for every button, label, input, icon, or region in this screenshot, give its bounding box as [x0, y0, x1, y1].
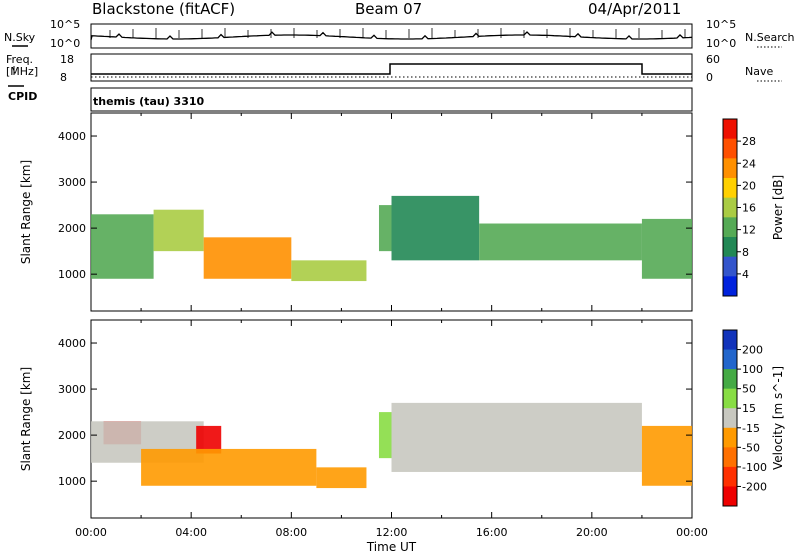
y-tick-label: 1000 [58, 268, 86, 281]
colorbar-segment [723, 276, 737, 297]
panel-velocity: 1000 2000 3000 4000 Slant Range [km] 200 100 50… [19, 319, 785, 554]
data-region [203, 237, 292, 279]
colorbar-tick-label: 16 [742, 202, 756, 215]
x-tick-label: 20:00 [576, 526, 608, 539]
freq-tick-low: 8 [60, 71, 67, 84]
colorbar-tick-label: 28 [742, 135, 756, 148]
colorbar: 4 8 12 16 20 24 28 Power [dB] [722, 118, 785, 297]
freq-panel-frame [90, 53, 693, 82]
colorbar-tick-label: 20 [742, 179, 756, 192]
colorbar-tick-label: 4 [742, 268, 749, 281]
y-tick-label: 4000 [58, 337, 86, 350]
data-region [316, 467, 367, 489]
data-region [153, 209, 204, 252]
colorbar-frame [722, 329, 738, 507]
nsky-tick-low: 10^0 [50, 37, 81, 50]
colorbar-segment [723, 237, 737, 258]
colorbar-tick-label: -200 [742, 480, 767, 493]
colorbar-segment [723, 427, 737, 448]
y-axis-label: Slant Range [km] [19, 160, 33, 264]
y-tick-label: 3000 [58, 383, 86, 396]
nsky-label: N.Sky [4, 31, 36, 44]
y-tick-label: 1000 [58, 475, 86, 488]
colorbar-segment [723, 217, 737, 238]
colorbar-label: Velocity [m s^-1] [771, 366, 785, 470]
nsearch-tick-high: 10^5 [706, 18, 737, 31]
nsearch-label: N.Search [745, 31, 795, 44]
data-region [141, 448, 317, 486]
x-axis-label: Time UT [366, 540, 417, 554]
y-tick-label: 3000 [58, 176, 86, 189]
x-tick-label: 12:00 [376, 526, 408, 539]
x-tick-label: 16:00 [476, 526, 508, 539]
noise-panel-frame [90, 23, 693, 49]
colorbar-tick-label: -50 [742, 441, 760, 454]
panel-power: 1000 2000 3000 4000 Slant Range [km] 4 8 12 16 20… [19, 112, 785, 312]
nave-tick-low: 0 [706, 71, 713, 84]
colorbar-tick-label: 100 [742, 363, 763, 376]
nave-tick-high: 60 [706, 53, 720, 66]
colorbar-tick-label: -100 [742, 461, 767, 474]
colorbar-tick-label: 12 [742, 224, 756, 237]
noise-traces [90, 28, 693, 41]
colorbar-segment [723, 256, 737, 277]
colorbar-tick-label: 24 [742, 157, 756, 170]
date-title: 04/Apr/2011 [588, 0, 682, 18]
y-axis-label: Slant Range [km] [19, 367, 33, 471]
colorbar-segment [723, 486, 737, 507]
data-region [391, 402, 642, 472]
x-tick-label: 00:00 [676, 526, 708, 539]
colorbar-segment [723, 178, 737, 199]
x-tick-label: 04:00 [175, 526, 207, 539]
nsearch-tick-low: 10^0 [706, 37, 737, 50]
colorbar-segment [723, 466, 737, 487]
data-region [641, 425, 692, 486]
colorbar-segment [723, 369, 737, 390]
colorbar-segment [723, 119, 737, 140]
colorbar-segment [723, 408, 737, 429]
colorbar-tick-label: -15 [742, 422, 760, 435]
y-tick-label: 2000 [58, 429, 86, 442]
heatmap-panels: 1000 2000 3000 4000 Slant Range [km] 4 8 12 16 20… [19, 112, 785, 554]
colorbar-tick-label: 200 [742, 344, 763, 357]
x-tick-label: 08:00 [275, 526, 307, 539]
colorbar-segment [723, 138, 737, 159]
cpid-panel-frame [90, 87, 693, 112]
nave-label: Nave [745, 65, 774, 78]
cpid-text: themis (tau) 3310 [93, 95, 205, 108]
colorbar-segment [723, 388, 737, 409]
freq-label: Freq. [6, 53, 34, 66]
freq-traces [91, 63, 692, 78]
station-title: Blackstone (fitACF) [92, 0, 236, 18]
y-tick-label: 2000 [58, 222, 86, 235]
cpid-label: CPID [8, 90, 38, 103]
data-region [479, 223, 642, 261]
colorbar-tick-label: 50 [742, 383, 756, 396]
data-region [378, 412, 392, 459]
colorbar-segment [723, 349, 737, 370]
beam-title: Beam 07 [355, 0, 423, 18]
colorbar-tick-label: 8 [742, 246, 749, 259]
x-tick-label: 00:00 [75, 526, 107, 539]
colorbar-segment [723, 197, 737, 218]
data-region [378, 205, 392, 252]
colorbar-segment [723, 447, 737, 468]
data-region [391, 195, 480, 261]
freq-tick-high: 18 [60, 53, 74, 66]
panel-frames [8, 23, 782, 112]
data-region [291, 260, 367, 282]
data-region [641, 218, 692, 279]
colorbar-label: Power [dB] [771, 175, 785, 240]
nsky-tick-high: 10^5 [50, 18, 81, 31]
data-region [91, 214, 154, 279]
y-tick-label: 4000 [58, 130, 86, 143]
nsky-trace [90, 31, 693, 41]
colorbar-segment [723, 158, 737, 179]
colorbar: 200 100 50 15 -15 -50 -100 -200 Velocity [m s^-1… [722, 329, 785, 507]
colorbar-tick-label: 15 [742, 402, 756, 415]
colorbar-segment [723, 330, 737, 351]
freq-trace [91, 63, 692, 75]
